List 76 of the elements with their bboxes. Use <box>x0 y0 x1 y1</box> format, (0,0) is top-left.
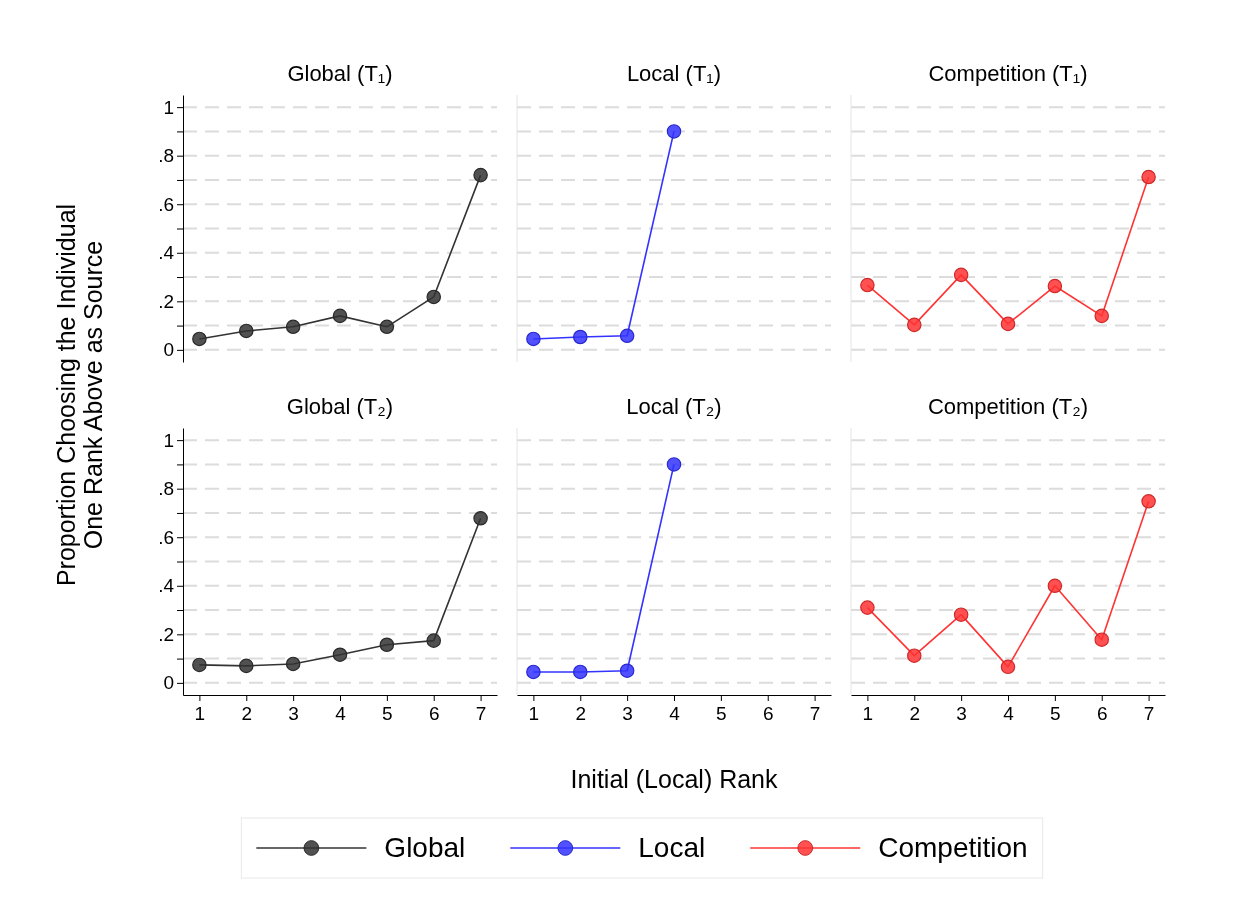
point <box>1094 308 1110 324</box>
chart-title: Competition (T₁) <box>928 61 1088 86</box>
point <box>953 267 969 283</box>
x-tick-label: 1 <box>528 703 540 725</box>
point <box>379 637 395 653</box>
y-tick-label: 0 <box>163 672 174 694</box>
x-tick-label: 6 <box>1096 703 1108 725</box>
point <box>285 656 301 672</box>
point <box>332 308 348 324</box>
point <box>192 331 207 347</box>
point <box>860 600 875 615</box>
point <box>906 317 922 333</box>
x-tick-label: 6 <box>428 703 440 725</box>
y-tick-label: .2 <box>158 623 174 645</box>
y-tick-label: 1 <box>163 96 174 118</box>
chart-title: Global (T₁) <box>287 61 393 86</box>
point <box>332 647 348 662</box>
point <box>1141 169 1156 185</box>
x-tick-label: 1 <box>862 703 874 725</box>
y-tick-label: 1 <box>163 429 174 451</box>
x-tick-label: 5 <box>716 703 727 725</box>
point <box>666 124 682 139</box>
point <box>238 658 254 674</box>
x-tick-label: 7 <box>1143 703 1155 725</box>
point <box>473 167 488 183</box>
point <box>1047 578 1063 594</box>
chart-title: Local (T₂) <box>626 394 722 419</box>
point <box>1047 278 1063 294</box>
y-axis-title: Proportion Choosing the Individual One Rank Above as Source <box>52 203 107 587</box>
point <box>192 657 207 673</box>
point <box>1000 659 1016 675</box>
x-tick-label: 6 <box>762 703 774 725</box>
x-tick-label: 2 <box>909 703 921 725</box>
chart-title: Global (T₂) <box>286 394 394 419</box>
point <box>238 323 254 339</box>
point <box>860 277 875 293</box>
y-tick-label: .8 <box>158 478 174 500</box>
y-tick-label: .2 <box>158 290 174 312</box>
x-tick-label: 3 <box>288 703 299 725</box>
y-tick-label: .4 <box>158 575 175 597</box>
x-tick-label: 7 <box>809 703 821 725</box>
point <box>1141 494 1156 509</box>
x-tick-label: 2 <box>575 703 587 725</box>
x-tick-label: 4 <box>335 703 347 725</box>
point <box>379 319 395 335</box>
y-tick-label: .6 <box>158 526 174 548</box>
legend-label: Global <box>384 832 466 863</box>
x-tick-label: 1 <box>194 703 206 725</box>
x-tick-label: 2 <box>241 703 253 725</box>
x-tick-label: 3 <box>622 703 633 725</box>
point <box>572 329 588 345</box>
x-tick-label: 4 <box>1003 703 1015 725</box>
x-tick-label: 5 <box>1050 703 1061 725</box>
x-axis-title: Initial (Local) Rank <box>570 765 779 793</box>
legend-label: Local <box>638 832 706 863</box>
point <box>526 331 541 347</box>
x-tick-label: 5 <box>382 703 393 725</box>
point <box>285 319 301 335</box>
y-tick-label: .6 <box>158 193 174 215</box>
chart-title: Local (T₁) <box>626 61 722 86</box>
x-tick-label: 3 <box>956 703 967 725</box>
legend-label: Competition <box>878 832 1028 863</box>
chart-title: Competition (T₂) <box>927 394 1089 419</box>
point <box>473 511 488 526</box>
x-tick-label: 7 <box>475 703 487 725</box>
point <box>906 648 922 663</box>
point <box>426 289 442 305</box>
point <box>1000 316 1016 332</box>
point <box>426 633 442 648</box>
point <box>953 607 969 622</box>
y-tick-label: .4 <box>158 242 175 264</box>
point <box>1094 632 1110 647</box>
point <box>619 328 635 344</box>
y-tick-label: .8 <box>158 145 174 167</box>
x-tick-label: 4 <box>669 703 681 725</box>
y-tick-label: 0 <box>163 339 174 361</box>
